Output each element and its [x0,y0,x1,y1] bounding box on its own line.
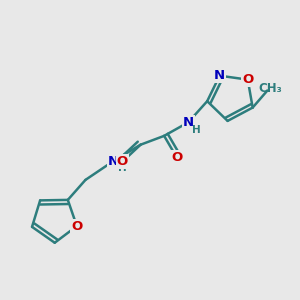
Text: N: N [214,69,225,82]
Text: CH₃: CH₃ [258,82,282,95]
Text: H: H [118,163,127,173]
Text: O: O [117,155,128,168]
Text: N: N [183,116,194,129]
Text: H: H [192,125,201,135]
Text: O: O [71,220,82,232]
Text: O: O [171,151,182,164]
Text: N: N [108,155,119,168]
Text: O: O [242,73,254,86]
